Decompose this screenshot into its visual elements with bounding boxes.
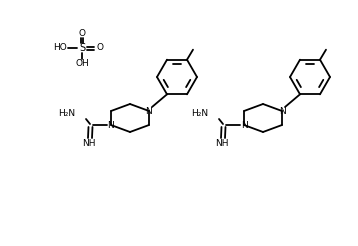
Text: OH: OH: [75, 60, 89, 68]
Text: NH: NH: [82, 138, 96, 148]
Text: N: N: [279, 107, 285, 116]
Text: O: O: [78, 29, 86, 37]
Text: NH: NH: [215, 138, 229, 148]
Text: H₂N: H₂N: [191, 108, 208, 118]
Text: N: N: [146, 107, 153, 116]
Text: O: O: [97, 44, 103, 52]
Text: S: S: [79, 43, 85, 53]
Text: N: N: [108, 121, 114, 129]
Text: HO: HO: [53, 44, 67, 52]
Text: H₂N: H₂N: [58, 108, 75, 118]
Text: N: N: [241, 121, 247, 129]
